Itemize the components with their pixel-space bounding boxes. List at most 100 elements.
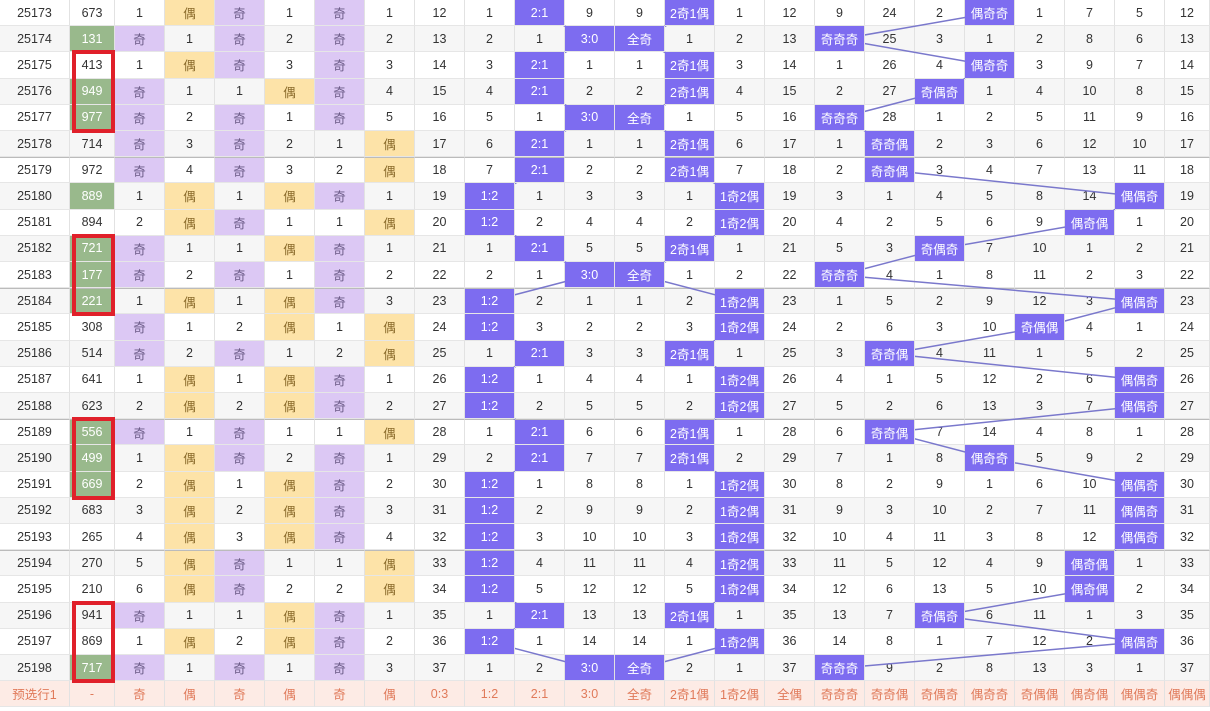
parity-hit: 奇 [315,655,365,682]
cell: 5 [615,393,665,420]
cell: 7 [565,445,615,472]
pattern-hit: 3:0 [565,104,615,131]
issue: 25190 [0,445,70,472]
pattern-hit: 1奇2偶 [715,183,765,210]
cell: 10 [1015,235,1065,262]
cell: 7 [865,602,915,629]
cell: 2 [215,314,265,341]
cell: 2 [565,314,615,341]
cell: 5 [965,576,1015,603]
draw-number: 714 [70,131,115,158]
cell: 1 [965,26,1015,53]
cell: 5 [565,393,615,420]
cell: 1 [515,104,565,131]
pattern-hit: 偶偶奇 [1115,524,1165,551]
cell: 3 [715,52,765,79]
pattern-hit: 偶偶奇 [1115,288,1165,315]
cell: 1 [1115,419,1165,446]
pattern-hit: 奇奇偶 [865,157,915,184]
pattern-hit: 偶偶奇 [1115,497,1165,524]
cell: 3 [1115,602,1165,629]
parity-hit: 偶 [165,288,215,315]
cell: 3 [365,655,415,682]
cell: 2 [265,26,315,53]
cell: 2 [615,157,665,184]
parity-hit: 奇 [115,314,165,341]
issue: 25187 [0,366,70,393]
parity-hit: 奇 [315,235,365,262]
cell: 1 [715,655,765,682]
issue: 25196 [0,602,70,629]
cell: 3 [865,497,915,524]
cell: 13 [915,576,965,603]
cell: 5 [815,235,865,262]
cell: 1 [715,340,765,367]
cell: 9 [915,471,965,498]
cell: 6 [815,419,865,446]
cell: 1 [615,131,665,158]
cell: 8 [965,655,1015,682]
parity-hit: 偶 [265,628,315,655]
pattern-hit: 偶奇偶 [1065,576,1115,603]
cell: 4 [365,524,415,551]
cell: 1 [465,235,515,262]
cell: 2 [215,628,265,655]
cell: 19 [415,183,465,210]
cell: 10 [965,314,1015,341]
cell: 1 [115,445,165,472]
highlight-box [72,417,115,500]
cell: 10 [1115,131,1165,158]
parity-hit: 偶 [165,628,215,655]
footer-cell: 偶 [165,681,215,708]
cell: 5 [465,104,515,131]
cell: 1 [465,340,515,367]
cell: 1 [515,471,565,498]
parity-hit: 偶 [165,524,215,551]
parity-hit: 奇 [115,655,165,682]
parity-hit: 偶 [165,393,215,420]
pattern-hit: 2奇1偶 [665,52,715,79]
cell: 2 [1015,366,1065,393]
cell: 6 [865,576,915,603]
cell: 3 [915,26,965,53]
cell: 4 [865,262,915,289]
issue: 25174 [0,26,70,53]
pattern-hit: 奇奇奇 [815,104,865,131]
cell: 3 [915,314,965,341]
pattern-hit: 偶奇奇 [965,52,1015,79]
pattern-hit: 2:1 [515,445,565,472]
pattern-hit: 全奇 [615,655,665,682]
cell: 2 [565,157,615,184]
cell: 5 [1065,340,1115,367]
parity-hit: 奇 [315,602,365,629]
cell: 27 [1165,393,1210,420]
issue: 25175 [0,52,70,79]
cell: 1 [165,78,215,105]
pattern-hit: 2:1 [515,340,565,367]
cell: 1 [465,655,515,682]
parity-hit: 偶 [265,471,315,498]
trend-line [839,274,1141,303]
pattern-hit: 偶奇奇 [965,445,1015,472]
cell: 3 [1065,655,1115,682]
cell: 1 [315,550,365,577]
cell: 2 [515,393,565,420]
parity-hit: 奇 [215,26,265,53]
cell: 27 [765,393,815,420]
pattern-hit: 奇奇偶 [865,419,915,446]
parity-hit: 奇 [115,26,165,53]
pattern-hit: 1奇2偶 [715,393,765,420]
cell: 36 [415,628,465,655]
pattern-hit: 1奇2偶 [715,524,765,551]
pattern-hit: 3:0 [565,655,615,682]
draw-number: 949 [70,78,115,105]
cell: 29 [415,445,465,472]
parity-hit: 偶 [365,340,415,367]
pattern-hit: 偶偶奇 [1115,628,1165,655]
pattern-hit: 2:1 [515,157,565,184]
cell: 1 [515,366,565,393]
cell: 1 [965,471,1015,498]
cell: 2 [265,445,315,472]
cell: 1 [1065,235,1115,262]
cell: 13 [615,602,665,629]
